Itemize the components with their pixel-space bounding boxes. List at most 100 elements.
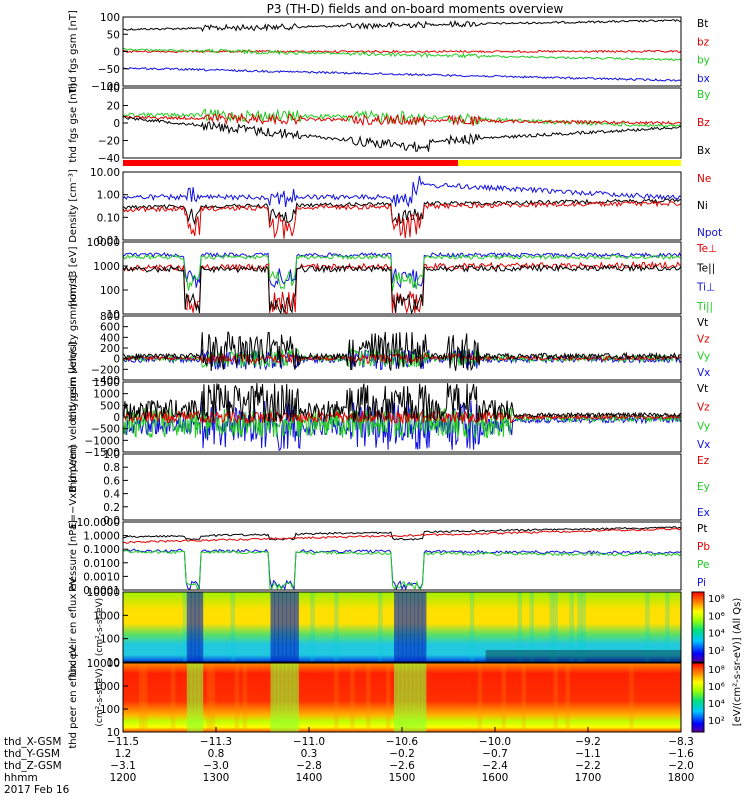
ytick-label: −50 [98,64,120,76]
legend-3-0: Te⊥ [696,243,717,255]
xaxis-value: −3.1 [110,760,136,772]
ytick-label: 1000 [93,681,120,693]
xaxis-value: −2.8 [296,760,322,772]
legend-7-1: Pb [697,541,710,553]
spectrogram-stripe [517,592,523,662]
panel-frame-7 [122,521,682,591]
ytick-label: −20 [98,136,120,148]
legend-6-2: Ex [697,507,710,519]
ytick-label: −100 [91,81,120,93]
ytick-label: 100 [100,704,120,716]
xaxis-value: −9.2 [575,736,601,748]
xaxis-value: 1300 [203,772,230,784]
spectrogram-stripe [350,663,355,732]
ytick-label: −200 [91,364,120,376]
xaxis-value: 1200 [110,772,137,784]
spectrogram-stripe [194,663,200,732]
xaxis-value: −11.3 [200,736,232,748]
spectrogram-stripe [182,592,188,662]
ytick-label: 400 [100,332,120,344]
spectrogram-stripe [414,663,419,732]
colorbar-label: [eV/(cm²-s-sr-eV)] (All Qs) [732,598,743,727]
spectrogram-stripe [242,663,248,732]
xaxis-value: −10.0 [479,736,511,748]
xaxis-date: 2017 Feb 16 [4,784,70,796]
ytick-label: 0 [113,118,120,130]
colorbar-tick-label: 10⁸ [708,665,725,676]
colorbar-tick-label: 10⁶ [708,682,725,693]
panel-frame-8 [122,591,682,663]
legend-2-0: Ne [697,173,711,185]
spectrogram-stripe [290,592,295,662]
yunits-panel-9: (cm²-s-sr-eV) [95,668,105,726]
ytick-label: 1500 [93,377,120,389]
colorbar-tick-label: 10² [708,646,725,657]
spectrogram-stripe [665,592,670,662]
spectrogram-stripe [366,663,371,732]
spectrogram-stripe [406,592,411,662]
spectrogram-stripe [274,663,279,732]
series-Ni [122,198,682,226]
spectrogram-stripe [501,663,507,732]
spectrogram-stripe [274,592,279,662]
legend-0-2: by [697,55,710,67]
ytick-label: 0 [113,47,120,59]
legend-1-2: Bx [697,145,710,157]
xaxis-value: −2.2 [575,760,601,772]
ytick-label: 500 [100,400,120,412]
ytick-label: 10.0000 [77,517,120,529]
colorbar-tick-label: 10⁴ [708,699,725,710]
xaxis-row-label: hhmm [4,772,38,784]
spectrogram-stripe [469,592,475,662]
spectrogram-stripe [549,592,554,662]
series-by-gsm [122,47,682,62]
ylabel-panel-4: thd peim velocity gsm [km/s] [68,275,79,422]
ytick-label: 600 [100,322,120,334]
ytick-label: 10 [107,727,120,739]
legend-7-2: Pe [697,559,709,571]
xaxis-value: 1500 [389,772,416,784]
ytick-label: 0 [113,354,120,366]
spectrogram-stripe [406,663,411,732]
series-Ti-perp [123,251,682,289]
spectrogram-stripe [206,663,212,732]
ytick-label: 100 [100,12,120,24]
series-Vy-peem [122,407,682,440]
legend-4-3: Vx [697,367,710,379]
ytick-label: 0.2 [103,502,120,514]
ytick-label: 10000 [87,587,120,599]
spectrogram-stripe [278,663,283,732]
spectrogram-stripe [414,592,419,662]
series-Bz-gse [122,112,682,127]
xaxis-value: 0.3 [301,748,318,760]
legend-4-2: Vy [697,350,710,362]
spectrogram-stripe [565,663,570,732]
series-bz-gsm [122,49,682,54]
ylabel-panel-1: thd fgs gse [nT] [68,83,79,162]
xaxis-value: −1.1 [575,748,601,760]
legend-4-1: Vz [697,334,710,346]
yunits-panel-8: (cm²-s-sr-eV) [95,598,105,656]
spectrogram-stripe [190,592,196,662]
ytick-label: 50 [107,29,120,41]
spectrogram-stripe [290,663,295,732]
spectrogram-stripe [294,592,299,662]
series-Te-perp [122,260,681,315]
legend-5-3: Vx [697,439,710,451]
spectrogram-stripe [230,592,236,662]
series-Pi [123,548,682,591]
ytick-label: 1000 [93,261,120,273]
series-bx-gsm [122,66,682,82]
spectrogram-stripe [310,592,315,662]
legend-1-0: By [697,89,710,101]
spectrogram-stripe [198,592,204,662]
spectrogram-stripe [394,592,399,662]
panel-frame-2 [122,171,682,241]
legend-3-3: Ti|| [696,301,713,313]
spectrogram-stripe [194,592,200,662]
xaxis-value: −10.6 [386,736,418,748]
colorbar-tick-label: 10² [708,716,725,727]
ytick-label: 10 [107,309,120,321]
colorbar-tick-label: 10⁸ [708,594,725,605]
ytick-label: −500 [91,424,120,436]
